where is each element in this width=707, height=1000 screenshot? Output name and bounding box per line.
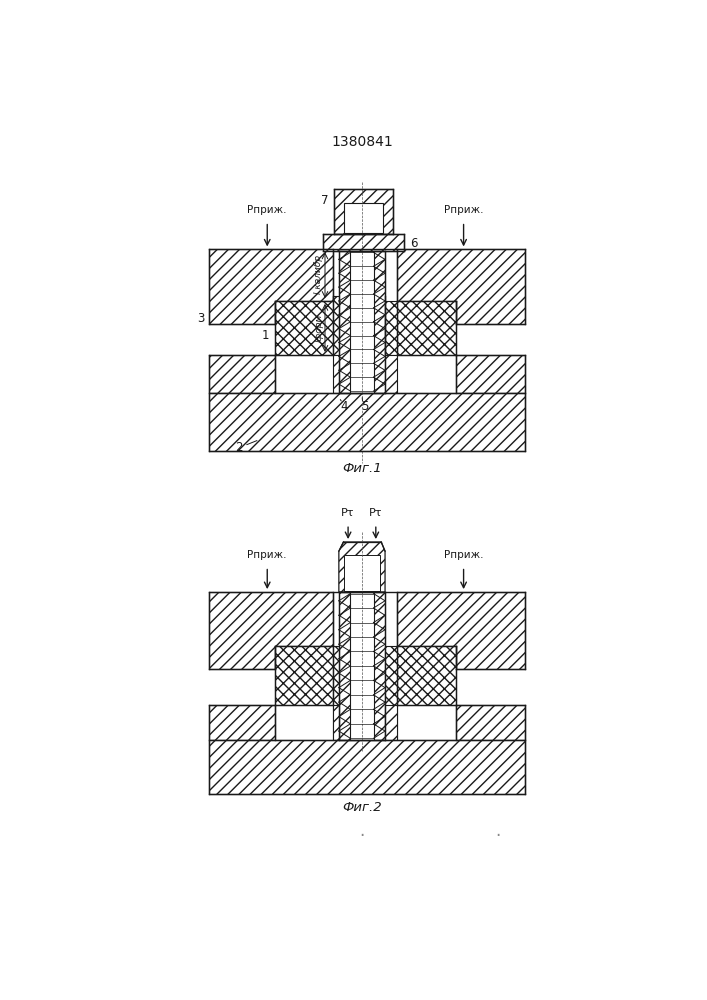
Text: Pприж.: Pприж. [247,205,287,215]
Bar [322,234,404,251]
Text: l калибр: l калибр [315,255,323,294]
Text: Pτ: Pτ [369,508,382,518]
Bar [397,646,456,705]
Text: Фиг.2: Фиг.2 [342,801,382,814]
Bar [209,705,275,740]
Text: ·: · [359,827,365,845]
Text: Pприж.: Pприж. [444,550,484,560]
Text: 5: 5 [361,400,369,413]
Text: Pτ: Pτ [341,508,355,518]
Bar [209,355,275,393]
Text: 1: 1 [262,329,269,342]
Text: 1380841: 1380841 [331,135,393,149]
Bar [385,646,397,740]
Bar [385,705,397,740]
Bar [339,251,351,393]
Bar [339,592,351,740]
Polygon shape [339,542,385,592]
Text: 2: 2 [235,441,243,454]
Bar [275,646,333,705]
Polygon shape [397,249,525,324]
Bar [275,301,333,355]
Bar [385,301,397,355]
Bar [373,592,385,740]
Bar [333,646,339,740]
Bar [333,705,339,740]
Text: 4: 4 [341,400,348,413]
Bar [333,296,339,355]
Text: Фиг.1: Фиг.1 [342,462,382,475]
Bar [209,740,525,794]
Bar [456,705,525,740]
Bar [333,355,339,393]
Bar [344,555,380,591]
Text: lформ: lформ [315,314,323,342]
Text: Pприж.: Pприж. [247,550,287,560]
Text: Pприж.: Pприж. [444,205,484,215]
Polygon shape [209,249,333,324]
Bar [209,393,525,451]
Bar [344,203,382,233]
Bar [456,355,525,393]
Polygon shape [397,592,525,669]
Text: 7: 7 [322,194,329,207]
Bar [385,355,397,393]
Polygon shape [209,592,333,669]
Bar [397,301,456,355]
Text: 3: 3 [197,312,204,325]
Bar [334,189,393,234]
Text: ·: · [496,827,501,845]
Bar [373,251,385,393]
Text: 6: 6 [409,237,417,250]
